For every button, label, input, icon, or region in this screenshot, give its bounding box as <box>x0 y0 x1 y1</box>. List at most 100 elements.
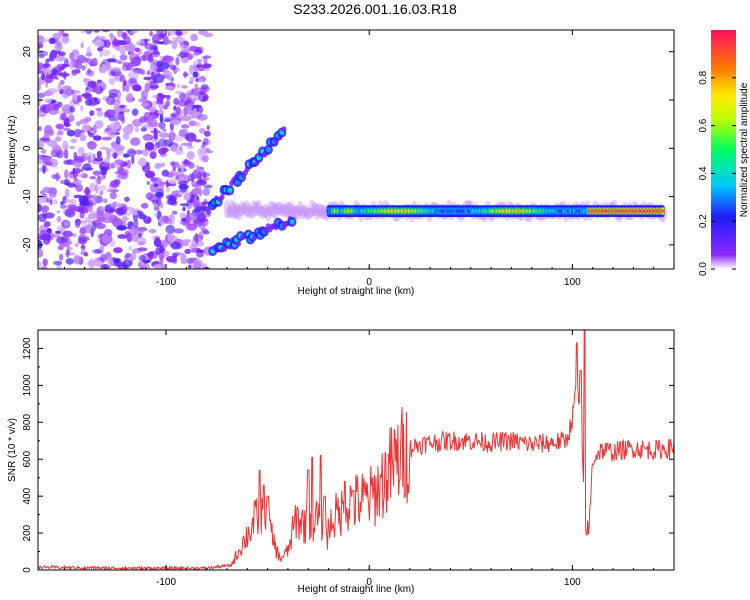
tone-halo <box>296 200 304 217</box>
noise-blob <box>79 227 87 234</box>
noise-blob <box>38 43 44 49</box>
noise-blob <box>122 259 133 268</box>
noise-blob <box>149 30 153 37</box>
noise-blob <box>56 174 61 180</box>
spectrogram-x-label: Height of straight line (km) <box>298 286 415 297</box>
noise-blob <box>119 45 126 55</box>
noise-blob <box>128 246 132 251</box>
tone-halo <box>301 204 309 218</box>
noise-blob <box>68 113 75 121</box>
noise-blob <box>71 70 77 76</box>
noise-blob <box>189 212 197 221</box>
noise-blob <box>155 247 161 256</box>
spectrogram-y-tick-label: 0 <box>22 145 33 151</box>
noise-blob <box>56 210 60 214</box>
noise-blob <box>99 146 109 150</box>
noise-blob <box>38 139 45 149</box>
noise-blob <box>153 237 162 248</box>
noise-blob <box>178 184 189 190</box>
noise-blob <box>181 218 187 222</box>
noise-blob <box>68 146 76 149</box>
tone-halo <box>257 205 265 218</box>
noise-blob <box>175 56 180 66</box>
noise-blob <box>63 118 70 127</box>
noise-blob <box>146 70 151 76</box>
noise-blob <box>109 121 121 131</box>
noise-blob <box>105 208 115 213</box>
noise-blob <box>54 55 66 62</box>
noise-blob <box>40 73 46 81</box>
noise-blob <box>92 170 102 176</box>
tone-halo <box>318 204 326 219</box>
noise-blob <box>186 151 195 160</box>
noise-blob <box>173 171 185 178</box>
tone-halo <box>255 200 263 217</box>
spectrogram-y-tick-label: 10 <box>22 94 33 106</box>
noise-blob <box>49 91 55 96</box>
noise-blob <box>150 71 155 80</box>
noise-blob <box>192 259 203 267</box>
noise-blob <box>81 65 86 71</box>
noise-blob <box>106 151 111 160</box>
noise-blob <box>128 70 139 80</box>
noise-blob <box>48 193 57 198</box>
tone-halo <box>260 205 267 219</box>
noise-blob <box>171 210 178 215</box>
noise-blob <box>131 155 135 165</box>
noise-blob <box>161 239 169 248</box>
noise-blob <box>154 191 164 198</box>
noise-blob <box>58 253 64 261</box>
noise-blob <box>38 213 47 223</box>
colorbar-tick-label: 0.8 <box>698 70 709 84</box>
noise-blob <box>169 130 175 140</box>
tone-halo <box>291 205 299 220</box>
noise-blob <box>153 202 157 207</box>
noise-blob <box>201 144 206 149</box>
noise-blob <box>84 57 88 63</box>
noise-blob <box>38 203 43 213</box>
noise-blob <box>103 157 110 164</box>
tone-halo <box>311 202 319 217</box>
snr-frame <box>37 329 675 571</box>
noise-blob <box>200 172 211 177</box>
noise-blob <box>69 52 75 61</box>
noise-blob <box>38 156 49 160</box>
noise-blob <box>87 212 98 220</box>
noise-blob <box>174 161 180 168</box>
noise-blob <box>94 120 104 129</box>
tone-halo <box>252 201 260 216</box>
noise-blob <box>96 150 102 159</box>
noise-blob <box>61 90 70 99</box>
branch-core <box>265 147 271 153</box>
snr-y-tick-label: 600 <box>22 450 33 467</box>
noise-blob <box>64 199 72 203</box>
spectrogram-y-tick-label: 20 <box>22 46 33 58</box>
tone-halo <box>274 202 282 216</box>
snr-x-tick-label: 100 <box>564 577 581 588</box>
branch-blob <box>219 194 225 201</box>
noise-blob <box>38 126 42 132</box>
noise-blob <box>121 64 130 71</box>
noise-blob <box>87 204 93 213</box>
noise-blob <box>119 54 128 61</box>
noise-blob <box>63 179 70 186</box>
noise-blob <box>175 30 182 35</box>
noise-blob <box>185 132 197 142</box>
noise-blob <box>96 210 105 221</box>
noise-blob <box>175 106 181 115</box>
noise-blob <box>43 98 53 104</box>
noise-blob <box>80 251 85 256</box>
noise-blob <box>57 82 63 92</box>
colorbar-label: Normalized spectral amplitude <box>739 82 750 217</box>
noise-blob <box>60 204 67 209</box>
noise-blob <box>197 114 208 121</box>
noise-blob <box>196 59 203 63</box>
noise-blob <box>38 70 45 74</box>
noise-blob <box>144 82 150 93</box>
noise-blob <box>148 194 158 202</box>
noise-blob <box>75 121 81 127</box>
noise-blob <box>142 133 154 141</box>
noise-blob <box>199 95 204 101</box>
noise-blob <box>38 109 42 118</box>
noise-blob <box>63 70 67 80</box>
